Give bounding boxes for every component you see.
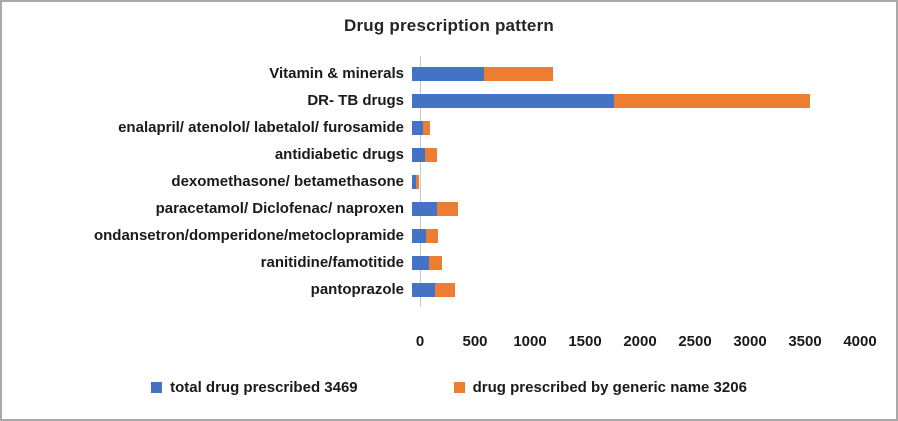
chart-title: Drug prescription pattern [344,16,554,35]
bar-segment-generic [425,147,438,162]
bar-segment-generic [423,120,431,135]
bar-segment-generic [437,201,459,216]
x-tick-label: 2500 [678,333,712,350]
chart-row: paracetamol/ Diclofenac/ naproxen [10,195,860,222]
y-axis-line [420,56,421,307]
bar-segment-total [412,201,438,216]
category-label: DR- TB drugs [307,92,404,109]
x-tick-label: 1500 [568,333,602,350]
bar-track [412,282,852,297]
bar-track [412,174,852,189]
x-tick-label: 0 [415,333,425,350]
category-label: dexomethasone/ betamethasone [171,173,404,190]
chart-row: pantoprazole [10,276,860,303]
chart-row: antidiabetic drugs [10,141,860,168]
bar-segment-generic [483,66,553,81]
chart-row: enalapril/ atenolol/ labetalol/ furosami… [10,114,860,141]
chart-row: ranitidine/famotitide [10,249,860,276]
bar-track [412,93,852,108]
bar-segment-total [412,66,484,81]
chart-row: Vitamin & minerals [10,60,860,87]
x-tick-label: 500 [462,333,488,350]
bar-segment-total [412,120,424,135]
bar-track [412,147,852,162]
chart-row: DR- TB drugs [10,87,860,114]
legend-label-total: total drug prescribed 3469 [170,379,358,396]
category-label: antidiabetic drugs [274,146,404,163]
legend-label-generic: drug prescribed by generic name 3206 [472,379,747,396]
chart-row: dexomethasone/ betamethasone [10,168,860,195]
bar-segment-generic [614,93,811,108]
x-tick-label: 2000 [623,333,657,350]
legend-swatch-generic [453,382,465,393]
category-label: ranitidine/famotitide [260,254,404,271]
category-label: paracetamol/ Diclofenac/ naproxen [155,200,404,217]
bar-segment-generic [435,282,455,297]
bar-segment-total [412,282,436,297]
legend: total drug prescribed 3469 drug prescrib… [2,379,896,396]
bar-segment-generic [428,255,442,270]
x-tick-label: 3500 [788,333,822,350]
bar-segment-total [412,147,426,162]
bar-segment-total [412,174,416,189]
bar-segment-generic [426,228,439,243]
bar-track [412,201,852,216]
x-tick-label: 1000 [513,333,547,350]
x-axis-ticks: 0 500 1000 1500 2000 2500 3000 3500 4000 [416,333,877,353]
bar-segment-total [412,93,615,108]
bar-segment-total [412,228,427,243]
x-tick-label: 3000 [733,333,767,350]
legend-item-total: total drug prescribed 3469 [151,379,358,396]
bar-track [412,66,852,81]
plot-area: Vitamin & minerals DR- TB drugs enalapril/… [10,56,860,307]
bar-track [412,120,852,135]
chart-row: ondansetron/domperidone/metoclopramide [10,222,860,249]
bar-track [412,228,852,243]
category-label: ondansetron/domperidone/metoclopramide [93,227,404,244]
bar-track [412,255,852,270]
chart-rows: Vitamin & minerals DR- TB drugs enalapril/… [10,60,860,303]
category-label: enalapril/ atenolol/ labetalol/ furosami… [118,119,404,136]
category-label: pantoprazole [310,281,404,298]
legend-item-generic: drug prescribed by generic name 3206 [453,379,747,396]
category-label: Vitamin & minerals [269,65,404,82]
legend-swatch-total [151,382,163,393]
x-tick-label: 4000 [843,333,877,350]
bar-segment-generic [415,174,419,189]
bar-segment-total [412,255,429,270]
